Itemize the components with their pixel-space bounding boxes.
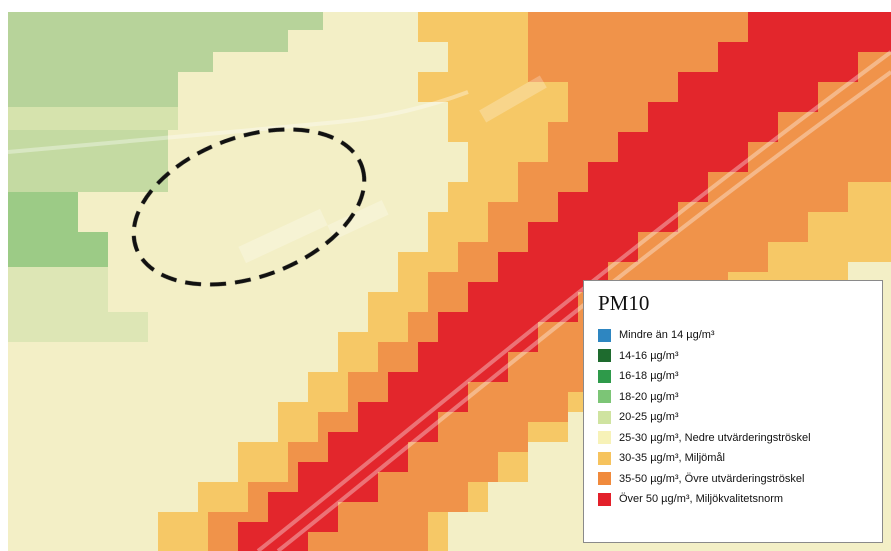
legend-item: 18-20 µg/m³: [598, 387, 882, 408]
legend-item: 16-18 µg/m³: [598, 366, 882, 387]
legend-item: Mindre än 14 µg/m³: [598, 325, 882, 346]
legend-item: 20-25 µg/m³: [598, 407, 882, 428]
legend-label: 35-50 µg/m³, Övre utvärderingströskel: [619, 472, 805, 485]
legend-swatch: [598, 390, 611, 404]
map-view[interactable]: PM10 Mindre än 14 µg/m³ 14-16 µg/m³ 16-1…: [8, 12, 891, 551]
zone-20-25-left: [8, 107, 178, 130]
legend-item: 30-35 µg/m³, Miljömål: [598, 448, 882, 469]
road-overlay: [8, 50, 891, 551]
legend-label: Över 50 µg/m³, Miljökvalitetsnorm: [619, 493, 784, 506]
legend-swatch: [598, 492, 611, 506]
legend-swatch: [598, 472, 611, 486]
legend-item: 14-16 µg/m³: [598, 346, 882, 367]
highlight-ellipse: [131, 127, 367, 287]
legend-label: 18-20 µg/m³: [619, 390, 679, 403]
legend-swatch: [598, 349, 611, 363]
legend-title: PM10: [598, 291, 650, 315]
zone-18-20-band: [8, 130, 168, 192]
legend-label: 25-30 µg/m³, Nedre utvärderingströskel: [619, 431, 811, 444]
legend-swatch: [598, 328, 611, 342]
legend-list: Mindre än 14 µg/m³ 14-16 µg/m³ 16-18 µg/…: [598, 325, 882, 510]
legend-label: 16-18 µg/m³: [619, 370, 679, 383]
legend-label: 20-25 µg/m³: [619, 411, 679, 424]
zone-over-50: [238, 12, 891, 551]
legend-label: 14-16 µg/m³: [619, 349, 679, 362]
legend-item: Över 50 µg/m³, Miljökvalitetsnorm: [598, 489, 882, 510]
legend-swatch: [598, 410, 611, 424]
zone-18-20-left: [8, 192, 108, 267]
map-legend: PM10 Mindre än 14 µg/m³ 14-16 µg/m³ 16-1…: [583, 280, 883, 543]
legend-swatch: [598, 369, 611, 383]
legend-item: 35-50 µg/m³, Övre utvärderingströskel: [598, 469, 882, 490]
legend-label: Mindre än 14 µg/m³: [619, 329, 715, 342]
building-overlay: [238, 75, 547, 264]
legend-swatch: [598, 431, 611, 445]
zone-20-25-lower: [8, 267, 148, 342]
legend-label: 30-35 µg/m³, Miljömål: [619, 452, 725, 465]
legend-swatch: [598, 451, 611, 465]
zone-18-20: [8, 12, 323, 107]
legend-item: 25-30 µg/m³, Nedre utvärderingströskel: [598, 428, 882, 449]
